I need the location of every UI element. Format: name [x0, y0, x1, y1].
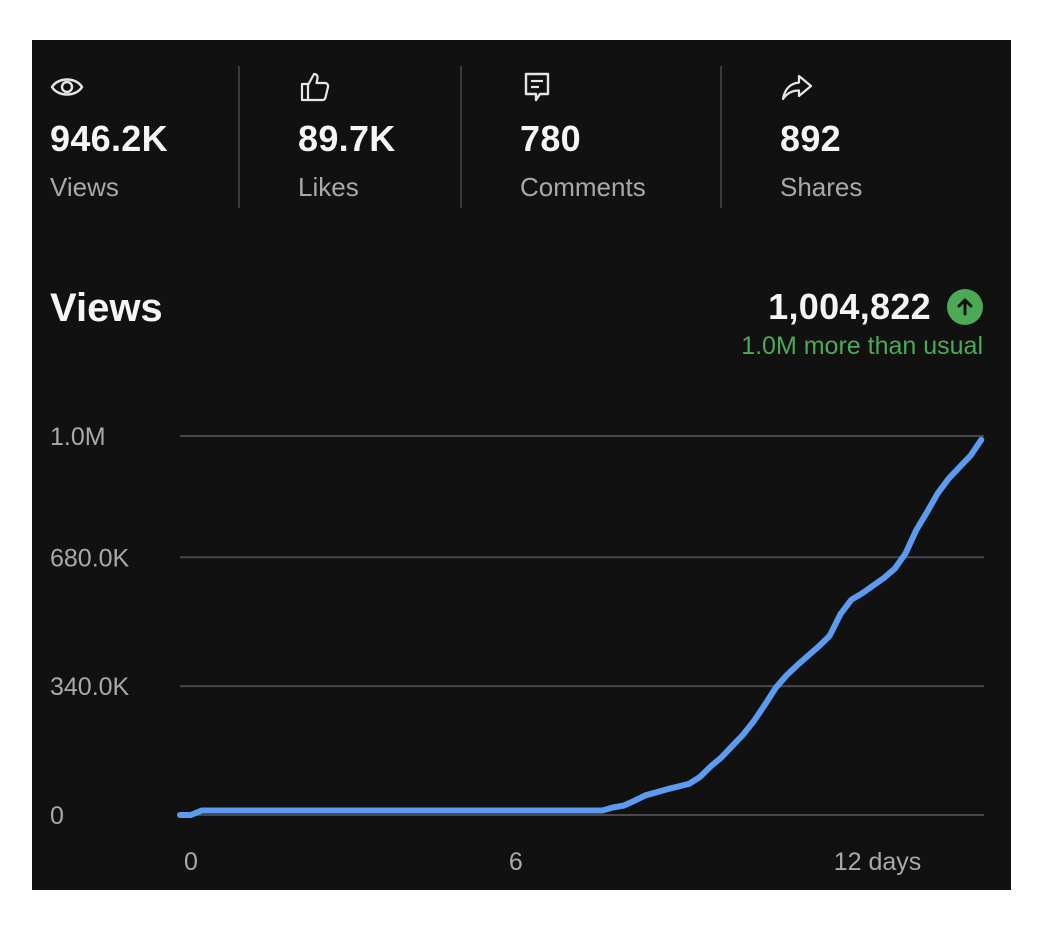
stat-label: Shares [780, 172, 863, 202]
stat-value: 946.2K [50, 118, 168, 159]
stats-panel: 946.2K Views 89.7K Likes [32, 40, 1011, 890]
stat-divider [238, 66, 240, 208]
x-tick-label: 6 [509, 848, 523, 876]
share-icon [780, 70, 814, 104]
y-tick-label: 0 [50, 802, 64, 830]
comment-icon [520, 70, 554, 104]
y-tick-label: 680.0K [50, 544, 130, 572]
views-chart: 0 340.0K 680.0K 1.0M 0 6 12 days [50, 423, 985, 876]
stat-value: 892 [780, 118, 841, 159]
stat-value: 89.7K [298, 118, 396, 159]
x-tick-label: 0 [184, 848, 198, 876]
stat-label: Comments [520, 172, 646, 202]
stat-label: Likes [298, 172, 359, 202]
stats-row: 946.2K Views 89.7K Likes [32, 40, 1011, 240]
stat-value: 780 [520, 118, 581, 159]
arrow-up-icon [947, 289, 983, 325]
views-total-value: 1,004,822 [768, 286, 931, 327]
views-section-title: Views [50, 286, 163, 330]
y-tick-label: 1.0M [50, 423, 106, 451]
views-total: 1,004,822 [768, 286, 983, 328]
stat-divider [720, 66, 722, 208]
eye-icon [50, 70, 84, 104]
thumbs-up-icon [298, 70, 332, 104]
y-tick-label: 340.0K [50, 673, 130, 701]
stat-divider [460, 66, 462, 208]
stat-label: Views [50, 172, 119, 202]
x-tick-label: 12 days [834, 848, 922, 876]
series-line [177, 436, 985, 818]
views-trend-text: 1.0M more than usual [741, 332, 983, 360]
